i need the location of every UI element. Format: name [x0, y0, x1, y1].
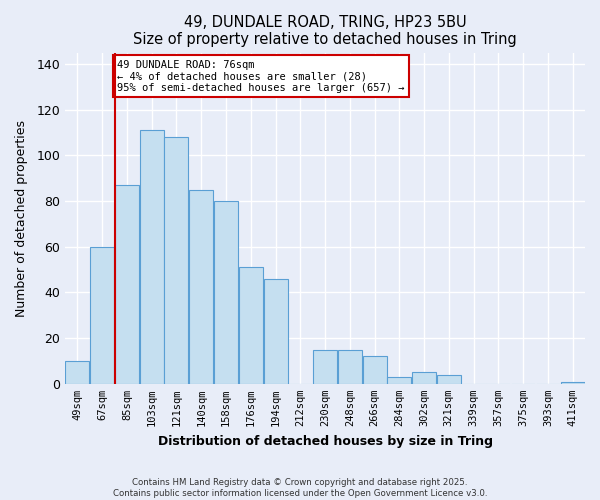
- Bar: [560, 382, 584, 384]
- Title: 49, DUNDALE ROAD, TRING, HP23 5BU
Size of property relative to detached houses i: 49, DUNDALE ROAD, TRING, HP23 5BU Size o…: [133, 15, 517, 48]
- Text: Contains HM Land Registry data © Crown copyright and database right 2025.
Contai: Contains HM Land Registry data © Crown c…: [113, 478, 487, 498]
- Bar: [140, 130, 164, 384]
- Bar: [115, 185, 139, 384]
- Bar: [90, 247, 114, 384]
- Bar: [189, 190, 213, 384]
- Bar: [214, 201, 238, 384]
- Bar: [412, 372, 436, 384]
- Bar: [338, 350, 362, 384]
- Bar: [65, 361, 89, 384]
- Bar: [263, 279, 287, 384]
- Bar: [313, 350, 337, 384]
- Bar: [164, 137, 188, 384]
- Bar: [437, 374, 461, 384]
- Bar: [362, 356, 386, 384]
- Bar: [239, 268, 263, 384]
- Text: 49 DUNDALE ROAD: 76sqm
← 4% of detached houses are smaller (28)
95% of semi-deta: 49 DUNDALE ROAD: 76sqm ← 4% of detached …: [117, 60, 404, 93]
- X-axis label: Distribution of detached houses by size in Tring: Distribution of detached houses by size …: [158, 434, 493, 448]
- Y-axis label: Number of detached properties: Number of detached properties: [15, 120, 28, 317]
- Bar: [388, 377, 412, 384]
